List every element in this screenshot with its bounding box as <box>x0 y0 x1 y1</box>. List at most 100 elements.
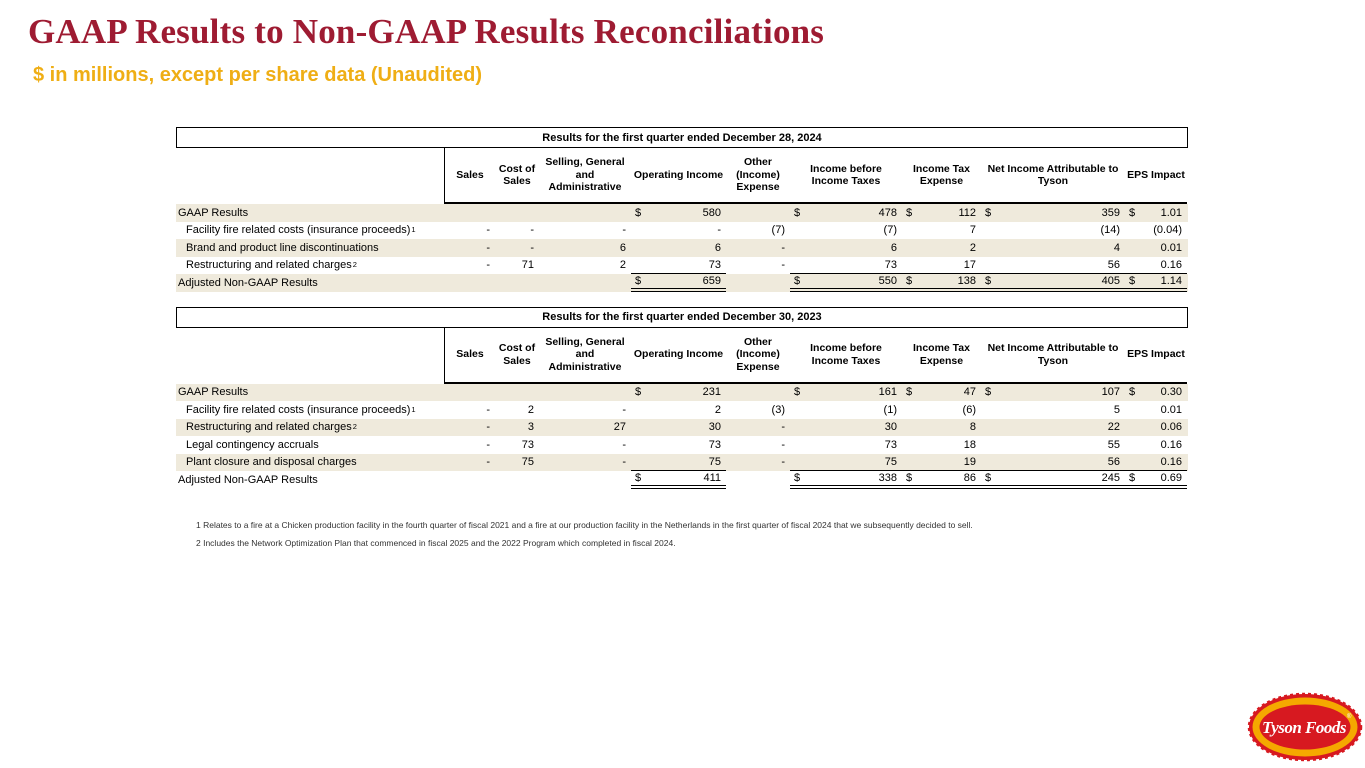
cell-value: 107 <box>1101 386 1120 399</box>
dollar-sign: $ <box>985 274 992 287</box>
cell-cost-of-sales: 73 <box>495 436 539 454</box>
cell-eps-impact: 0.06 <box>1125 419 1187 437</box>
cell-value: 359 <box>1101 206 1120 219</box>
cell-value: 75 <box>708 455 721 468</box>
cell-income-before-income-taxes: 73 <box>790 436 902 454</box>
cell-value: - <box>486 224 490 237</box>
cell-other-income-expense: - <box>726 436 790 454</box>
cell-sales: - <box>445 436 495 454</box>
row-cells: - 75 - 75 - 75 19 56 0.16 <box>444 454 1187 471</box>
table-row: Facility fire related costs (insurance p… <box>176 401 1188 419</box>
header-columns: Sales Cost of Sales Selling, General and A… <box>444 327 1187 384</box>
cell-value: 86 <box>963 471 976 484</box>
cell-value: 56 <box>1107 455 1120 468</box>
cell-value: 659 <box>702 274 721 287</box>
cell-net-income-attributable-to-tyson: 56 <box>981 454 1125 471</box>
column-header-net-income-attributable-to-tyson: Net Income Attributable to Tyson <box>987 162 1119 187</box>
cell-sales <box>445 204 495 222</box>
cell-value: - <box>486 241 490 254</box>
cell-value: 5 <box>1113 403 1120 416</box>
cell-value: 338 <box>878 471 897 484</box>
cell-value: 56 <box>1107 258 1120 271</box>
cell-value: - <box>486 438 490 451</box>
cell-value: - <box>622 403 626 416</box>
cell-operating-income: 73 <box>631 436 726 454</box>
dollar-sign: $ <box>635 274 642 287</box>
cell-net-income-attributable-to-tyson: 4 <box>981 239 1125 257</box>
cell-cost-of-sales: 71 <box>495 257 539 275</box>
cell-value: 1.14 <box>1160 274 1182 287</box>
cell-value: 580 <box>702 206 721 219</box>
table-period-title: Results for the first quarter ended Dece… <box>176 127 1188 148</box>
cell-other-income-expense: (3) <box>726 401 790 419</box>
cell-cost-of-sales <box>495 274 539 292</box>
table-row: Legal contingency accruals - 73 - 73 - 73 18 55 0… <box>176 436 1188 454</box>
dollar-sign: $ <box>635 386 642 399</box>
cell-value: 231 <box>702 386 721 399</box>
row-label: Plant closure and disposal charges <box>186 456 357 469</box>
cell-sales: - <box>445 401 495 419</box>
cell-income-before-income-taxes: $338 <box>790 471 902 489</box>
cell-net-income-attributable-to-tyson: $107 <box>981 384 1125 402</box>
cell-sales: - <box>445 222 495 240</box>
table-header-row: Sales Cost of Sales Selling, General and A… <box>176 327 1188 384</box>
dollar-sign: $ <box>1129 386 1136 399</box>
column-header-income-tax-expense: Income Tax Expense <box>913 162 970 187</box>
cell-value: 47 <box>963 386 976 399</box>
row-label-column-spacer <box>176 148 444 204</box>
cell-value: 73 <box>884 438 897 451</box>
column-header-other-income-expense: Other (Income) Expense <box>736 335 780 373</box>
row-cells: $231 $161 $47 $107 $0.30 <box>444 384 1187 402</box>
dollar-sign: $ <box>1129 471 1136 484</box>
footnote-1: 1 Relates to a fire at a Chicken product… <box>196 520 973 530</box>
logo-text: Tyson Foods <box>1262 718 1347 737</box>
table-row: Brand and product line discontinuations -… <box>176 239 1188 257</box>
table-row: GAAP Results $231 $161 $47 $107 $0.30 <box>176 383 1188 402</box>
cell-value: 0.01 <box>1160 241 1182 254</box>
cell-income-tax-expense: $112 <box>902 204 981 222</box>
cell-value: 55 <box>1107 438 1120 451</box>
row-cells: - 73 - 73 - 73 18 55 0.16 <box>444 436 1187 454</box>
cell-other-income-expense <box>726 471 790 489</box>
dollar-sign: $ <box>906 206 913 219</box>
row-label: GAAP Results <box>178 206 249 219</box>
tyson-foods-logo: Tyson Foods ® <box>1247 692 1363 762</box>
cell-value: 30 <box>708 421 721 434</box>
cell-sales: - <box>445 257 495 275</box>
column-header-eps-impact: EPS Impact <box>1127 348 1185 361</box>
cell-value: 138 <box>957 274 976 287</box>
cell-value: 0.06 <box>1160 421 1182 434</box>
cell-value: 73 <box>884 258 897 271</box>
cell-value: 6 <box>890 241 897 254</box>
column-header-operating-income: Operating Income <box>633 348 724 361</box>
cell-other-income-expense <box>726 204 790 222</box>
cell-cost-of-sales <box>495 384 539 402</box>
dollar-sign: $ <box>985 206 992 219</box>
cell-operating-income: 73 <box>631 257 726 274</box>
cell-value: 2 <box>527 403 534 416</box>
cell-sales: - <box>445 419 495 437</box>
row-cells: $411 $338 $86 $245 $0.69 <box>444 471 1187 489</box>
results-table: Results for the first quarter ended Dece… <box>176 127 1188 292</box>
dollar-sign: $ <box>906 386 913 399</box>
cell-value: (1) <box>883 403 897 416</box>
cell-eps-impact: $0.69 <box>1125 471 1187 489</box>
cell-value: - <box>781 259 785 272</box>
cell-selling-general-administrative <box>539 384 631 402</box>
cell-value: (14) <box>1100 224 1120 237</box>
cell-operating-income: $580 <box>631 204 726 222</box>
dollar-sign: $ <box>794 274 801 287</box>
cell-net-income-attributable-to-tyson: $359 <box>981 204 1125 222</box>
cell-sales <box>445 384 495 402</box>
cell-value: - <box>781 241 785 254</box>
row-cells: - 71 2 73 - 73 17 56 0.16 <box>444 257 1187 275</box>
cell-value: 8 <box>969 421 976 434</box>
cell-value: 3 <box>527 421 534 434</box>
tyson-foods-logo-graphic: Tyson Foods ® <box>1247 692 1363 762</box>
cell-operating-income: 75 <box>631 454 726 471</box>
cell-value: 30 <box>884 421 897 434</box>
cell-eps-impact: 0.01 <box>1125 239 1187 257</box>
cell-income-tax-expense: 17 <box>902 257 981 274</box>
logo-registered-mark: ® <box>1347 713 1352 720</box>
